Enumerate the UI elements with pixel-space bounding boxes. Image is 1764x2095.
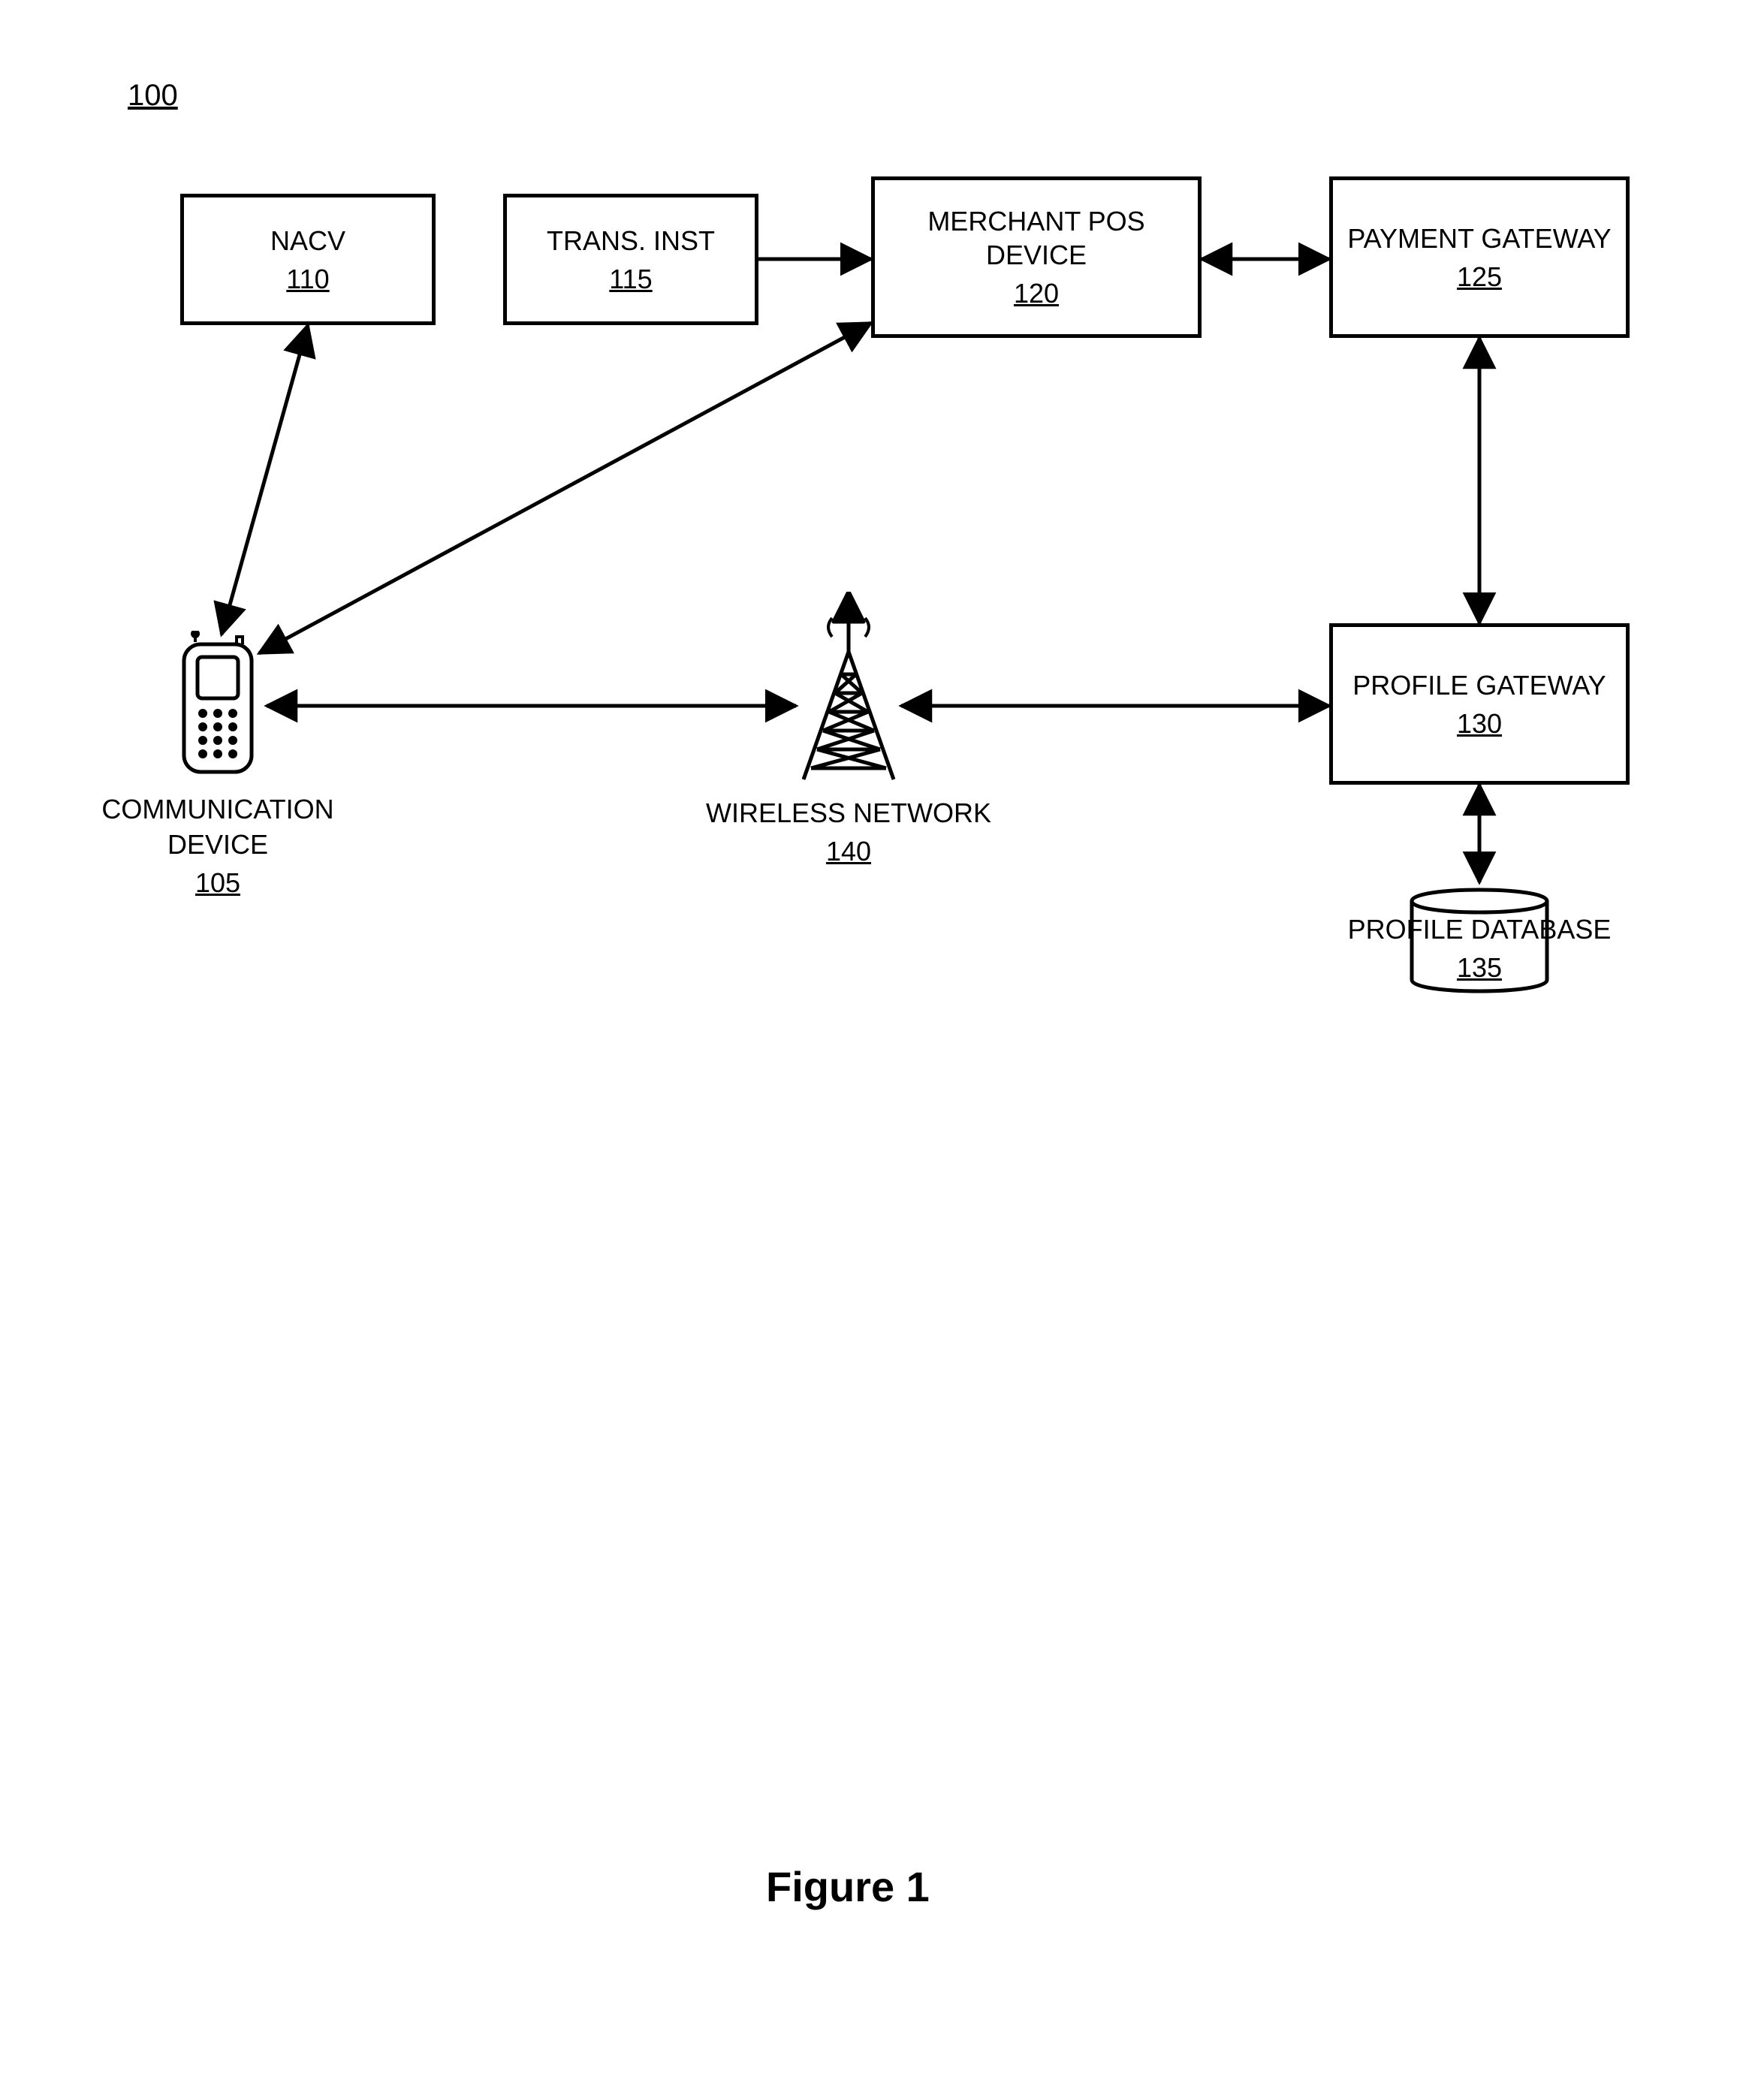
device-caption-line2: DEVICE <box>167 829 268 860</box>
node-trans: TRANS. INST 115 <box>503 194 758 325</box>
node-pos-label: MERCHANT POS DEVICE <box>875 204 1198 272</box>
device-caption-line1: COMMUNICATION <box>101 794 333 824</box>
node-pos-num: 120 <box>1014 276 1059 310</box>
database-caption-text: PROFILE DATABASE <box>1348 914 1612 945</box>
node-pos: MERCHANT POS DEVICE 120 <box>871 176 1202 338</box>
node-gateway-label: PAYMENT GATEWAY <box>1347 222 1611 255</box>
edge-device-pos <box>259 323 871 653</box>
node-nacv-label: NACV <box>270 224 345 258</box>
database-num: 135 <box>1322 951 1637 986</box>
node-profile-label: PROFILE GATEWAY <box>1352 668 1606 702</box>
figure-title: Figure 1 <box>766 1862 930 1911</box>
wireless-caption-text: WIRELESS NETWORK <box>706 797 991 828</box>
device-caption: COMMUNICATION DEVICE 105 <box>83 792 353 900</box>
diagram-canvas: 100 NACV 110 TRANS. INST 115 MERCHANT PO… <box>0 0 1764 2095</box>
node-profile: PROFILE GATEWAY 130 <box>1329 623 1630 785</box>
wireless-caption: WIRELESS NETWORK 140 <box>691 796 1006 870</box>
node-gateway-num: 125 <box>1457 260 1502 294</box>
node-gateway: PAYMENT GATEWAY 125 <box>1329 176 1630 338</box>
database-caption: PROFILE DATABASE 135 <box>1322 912 1637 986</box>
phone-icon <box>169 631 267 781</box>
node-trans-num: 115 <box>609 262 652 296</box>
figure-ref: 100 <box>128 79 178 113</box>
node-nacv-num: 110 <box>286 262 329 296</box>
device-num: 105 <box>83 866 353 901</box>
node-nacv: NACV 110 <box>180 194 436 325</box>
node-profile-num: 130 <box>1457 707 1502 740</box>
tower-icon <box>789 592 909 787</box>
node-trans-label: TRANS. INST <box>547 224 715 258</box>
wireless-num: 140 <box>691 834 1006 870</box>
edge-nacv-device <box>222 325 308 635</box>
